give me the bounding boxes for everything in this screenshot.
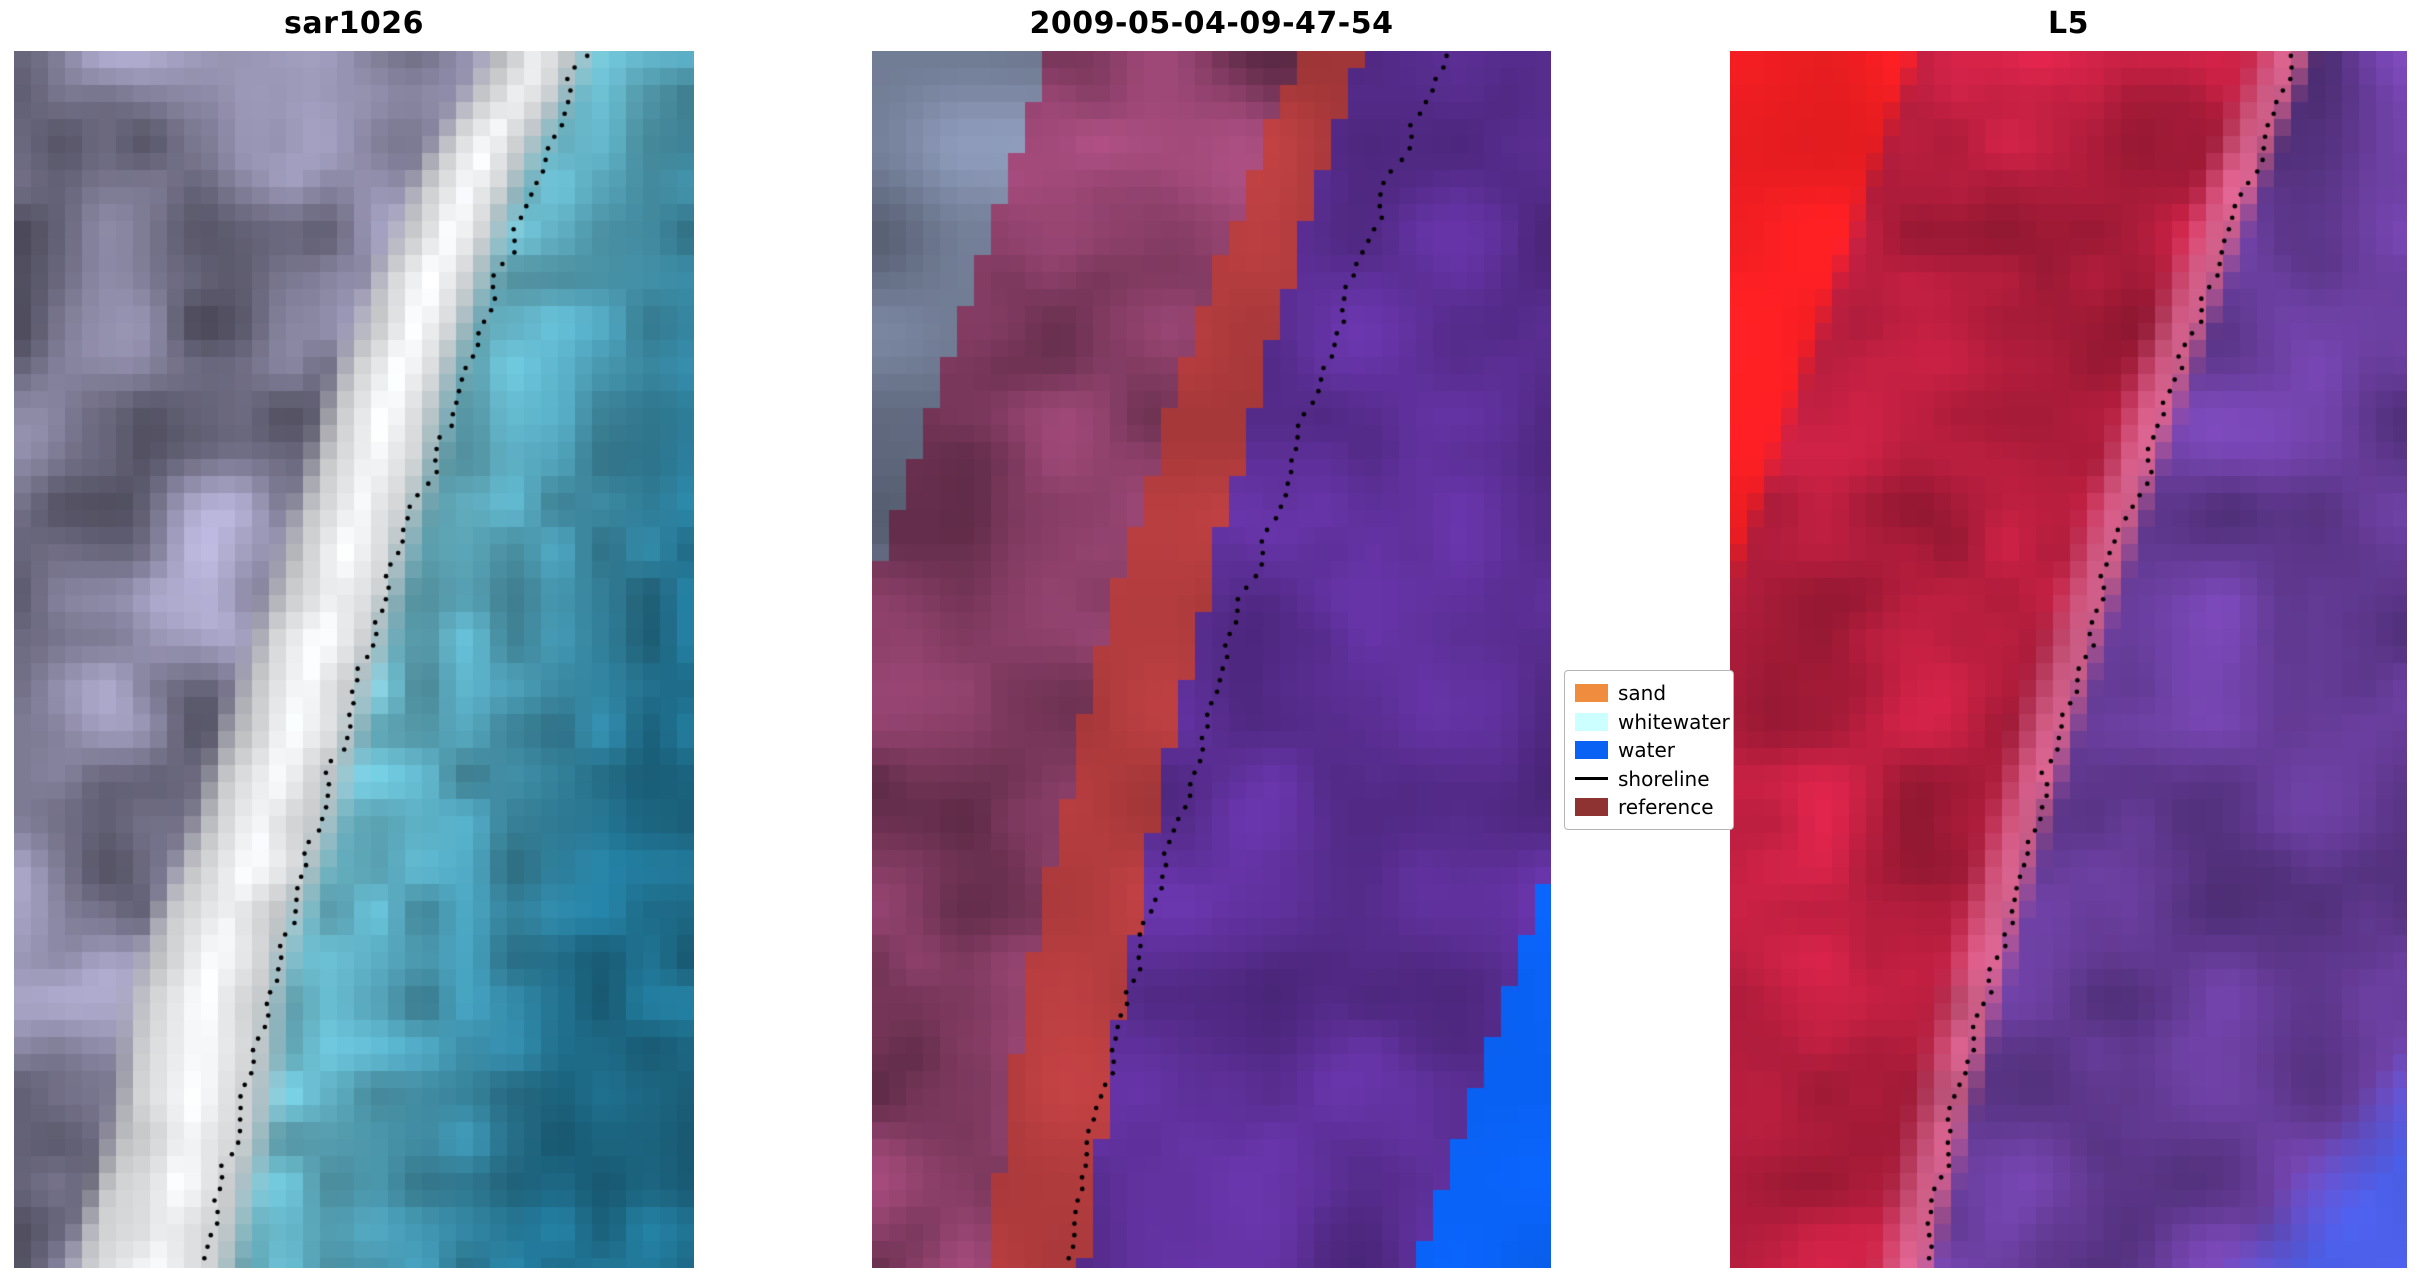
whitewater-swatch-icon <box>1575 712 1608 731</box>
legend-item-sand: sand <box>1575 680 1733 706</box>
classification-image <box>872 51 1551 1268</box>
panel-title-l5: L5 <box>2048 6 2089 41</box>
legend-item-shoreline: shoreline <box>1575 766 1733 792</box>
sar1026-image <box>14 51 694 1268</box>
legend-label-reference: reference <box>1618 795 1714 819</box>
reference-swatch-icon <box>1575 798 1608 816</box>
panel-title-sar1026: sar1026 <box>284 6 424 41</box>
water-swatch-icon <box>1575 741 1608 759</box>
legend-label-water: water <box>1618 738 1675 762</box>
legend: sand whitewater water shoreline referenc… <box>1564 670 1734 830</box>
legend-item-whitewater: whitewater <box>1575 709 1733 735</box>
legend-item-reference: reference <box>1575 794 1733 820</box>
l5-image <box>1730 51 2407 1268</box>
legend-label-shoreline: shoreline <box>1618 766 1710 791</box>
legend-label-sand: sand <box>1618 681 1667 705</box>
shoreline-line-icon <box>1575 777 1608 780</box>
legend-label-whitewater: whitewater <box>1618 709 1730 734</box>
panel-title-date: 2009-05-04-09-47-54 <box>1029 6 1394 41</box>
legend-item-water: water <box>1575 737 1733 763</box>
sand-swatch-icon <box>1575 684 1608 702</box>
